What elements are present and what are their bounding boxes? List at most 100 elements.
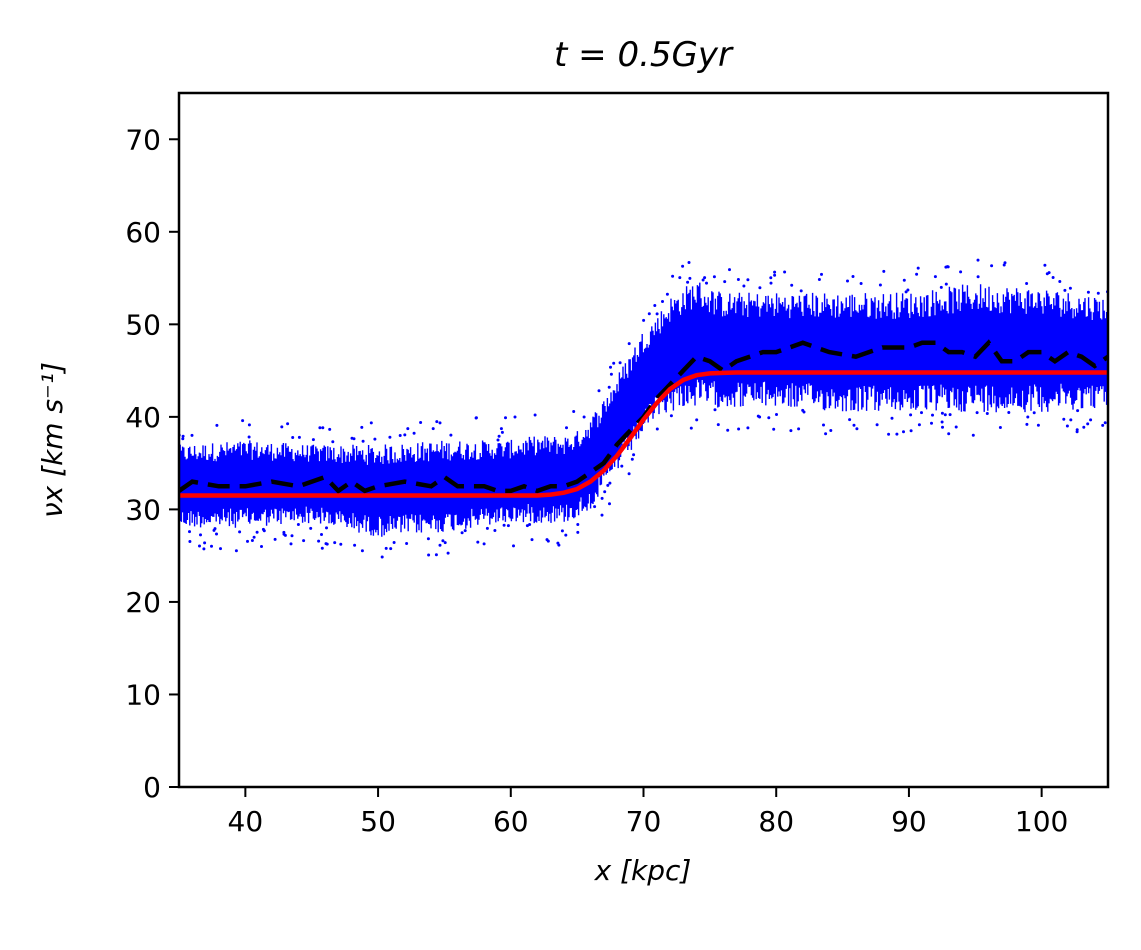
scatter-point: [212, 528, 216, 532]
scatter-point: [917, 423, 921, 427]
scatter-point: [1075, 428, 1079, 432]
scatter-point: [321, 426, 325, 430]
scatter-point: [388, 435, 392, 439]
scatter-point: [799, 289, 803, 293]
scatter-point: [689, 426, 693, 430]
scatter-point: [297, 435, 301, 439]
scatter-point: [234, 549, 238, 553]
scatter-point: [852, 423, 856, 427]
scatter-point: [384, 546, 388, 550]
scatter-point: [820, 272, 823, 276]
scatter-point: [902, 430, 905, 434]
scatter-point: [597, 389, 601, 393]
scatter-point: [564, 533, 568, 537]
scatter-point: [360, 549, 364, 553]
scatter-point: [655, 312, 659, 316]
scatter-point: [627, 342, 631, 346]
scatter-point: [198, 544, 201, 548]
scatter-point: [499, 427, 503, 431]
scatter-point: [576, 530, 580, 534]
scatter-point: [940, 420, 944, 424]
y-tick-label: 50: [125, 308, 161, 341]
scatter-point: [438, 543, 442, 547]
scatter-point: [282, 532, 286, 536]
scatter-point: [485, 526, 489, 530]
scatter-point: [909, 413, 913, 417]
plot-frame: [177, 91, 1110, 789]
scatter-point: [712, 275, 716, 279]
scatter-point: [618, 361, 622, 365]
chart-title: t = 0.5Gyr: [554, 35, 734, 75]
scatter-point: [944, 282, 948, 286]
scatter-point: [215, 532, 218, 536]
scatter-point: [948, 413, 952, 417]
scatter-point: [565, 426, 568, 430]
scatter-point: [851, 275, 855, 278]
scatter-point: [688, 276, 692, 280]
scatter-point: [603, 490, 607, 494]
scatter-point: [737, 427, 741, 431]
scatter-point: [653, 304, 657, 307]
scatter-point: [998, 426, 1002, 429]
scatter-point: [801, 408, 805, 412]
scatter-point: [609, 372, 613, 376]
scatter-point: [463, 529, 467, 533]
scatter-point: [758, 286, 762, 290]
scatter-points: [179, 258, 1108, 559]
scatter-point: [252, 535, 256, 539]
scatter-point: [1025, 282, 1029, 285]
scatter-point: [426, 537, 430, 541]
scatter-point: [1076, 409, 1080, 413]
plot-area: [179, 258, 1108, 559]
scatter-point: [1045, 272, 1049, 276]
scatter-point: [789, 429, 793, 433]
scatter-point: [392, 541, 396, 544]
scatter-point: [627, 472, 631, 476]
scatter-point: [317, 539, 321, 543]
scatter-point: [906, 288, 910, 292]
scatter-point: [632, 453, 636, 457]
scatter-point: [746, 426, 750, 430]
scatter-point: [403, 433, 407, 437]
scatter-point: [405, 542, 409, 545]
x-tick-label: 70: [626, 805, 662, 838]
scatter-point: [302, 539, 306, 543]
scatter-point: [600, 496, 604, 500]
scatter-point: [1058, 280, 1062, 283]
scatter-point: [947, 432, 951, 436]
scatter-point: [895, 432, 899, 436]
mean-dashed-line: [179, 339, 1108, 494]
scatter-point: [360, 425, 364, 429]
scatter-point: [824, 432, 828, 436]
scatter-point: [1096, 291, 1100, 295]
scatter-point: [210, 544, 213, 548]
scatter-point: [716, 423, 720, 427]
y-tick-label: 70: [125, 123, 161, 156]
y-tick-label: 40: [125, 401, 161, 434]
scatter-point: [389, 547, 393, 551]
scatter-point: [333, 541, 337, 545]
scatter-point: [736, 278, 740, 281]
scatter-point: [975, 411, 979, 415]
scatter-point: [449, 433, 453, 437]
scatter-point: [513, 415, 517, 419]
scatter-point: [630, 457, 634, 461]
scatter-point: [930, 421, 933, 425]
scatter-point: [215, 423, 219, 427]
scatter-point: [790, 283, 794, 287]
scatter-point: [1086, 422, 1090, 426]
scatter-point: [728, 268, 731, 272]
scatter-point: [1063, 288, 1067, 292]
scatter-point: [773, 270, 777, 274]
scatter-point: [607, 385, 611, 389]
scatter-point: [990, 264, 994, 268]
scatter-point: [1025, 422, 1029, 426]
scatter-point: [250, 539, 254, 542]
scatter-point: [238, 530, 242, 534]
y-axis: 0 10 20 30 40 50 60 70: [125, 123, 179, 804]
scatter-point: [701, 278, 705, 282]
scatter-point: [1032, 411, 1036, 415]
scatter-point: [608, 481, 612, 485]
scatter-point: [325, 526, 328, 530]
